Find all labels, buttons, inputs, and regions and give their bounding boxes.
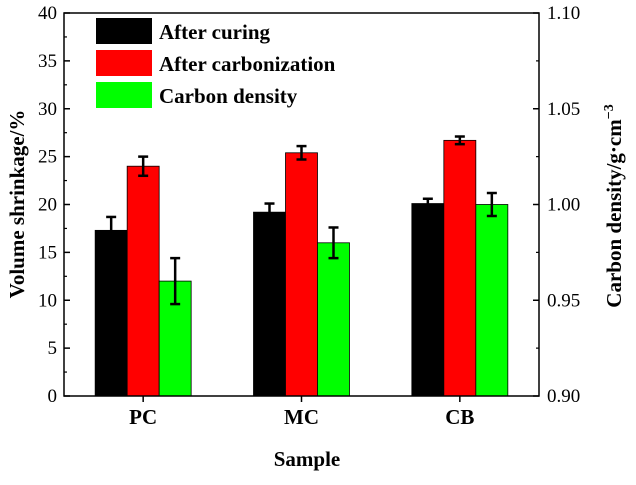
legend-label-after-carbonization: After carbonization bbox=[159, 52, 336, 76]
y-left-tick-label: 30 bbox=[38, 99, 57, 120]
bar-carbon-density-cb bbox=[475, 204, 509, 397]
bars-group bbox=[94, 139, 509, 397]
y-left-tick-label: 20 bbox=[38, 195, 57, 216]
x-tick-label-cb: CB bbox=[445, 405, 474, 429]
legend-label-after-curing: After curing bbox=[159, 20, 270, 44]
x-tick-label-pc: PC bbox=[129, 405, 157, 429]
error-bars-group bbox=[106, 135, 497, 306]
y-left-tick-label: 10 bbox=[38, 290, 57, 311]
y-right-tick-label: 1.00 bbox=[547, 195, 580, 216]
legend-swatch-carbon-density bbox=[96, 82, 152, 108]
bar-carbon-density-mc bbox=[317, 242, 350, 397]
bar-after-curing-pc bbox=[94, 229, 128, 397]
y-left-tick-label: 0 bbox=[48, 386, 58, 407]
y-right-tick-label: 1.05 bbox=[547, 99, 580, 120]
y-right-tick-label: 1.10 bbox=[547, 3, 580, 24]
legend-swatch-after-carbonization bbox=[96, 50, 152, 76]
legend: After curing After carbonization Carbon … bbox=[96, 18, 336, 108]
y-right-tick-label: 0.95 bbox=[547, 290, 580, 311]
legend-swatch-after-curing bbox=[96, 18, 152, 44]
bar-after-curing-cb bbox=[411, 203, 445, 397]
y-axis-right-title: Carbon density/g·cm−3 bbox=[602, 104, 626, 307]
y-left-tick-label: 40 bbox=[38, 3, 57, 24]
y-axis-left-title: Volume shrinkage/% bbox=[5, 110, 29, 299]
legend-label-carbon-density: Carbon density bbox=[159, 84, 298, 108]
category-ticks: PC MC CB bbox=[129, 396, 474, 429]
x-axis-title: Sample bbox=[274, 447, 341, 471]
bar-after-carbonization-cb bbox=[443, 139, 477, 397]
y-axis-right-title-superscript: −3 bbox=[602, 104, 617, 119]
bar-after-carbonization-pc bbox=[126, 165, 160, 397]
y-axis-right-title-text: Carbon density/g·cm bbox=[602, 119, 626, 308]
bar-after-curing-mc bbox=[253, 211, 286, 397]
bar-after-carbonization-mc bbox=[285, 152, 318, 397]
y-right-tick-label: 0.90 bbox=[547, 386, 580, 407]
y-left-tick-label: 25 bbox=[38, 147, 57, 168]
right-axis-ticks: 0.90 0.95 1.00 1.05 1.10 bbox=[533, 3, 580, 407]
y-left-tick-label: 35 bbox=[38, 51, 57, 72]
left-axis-ticks: 0 5 10 15 20 25 30 35 40 bbox=[38, 3, 70, 407]
y-left-tick-label: 5 bbox=[48, 338, 58, 359]
x-tick-label-mc: MC bbox=[284, 405, 319, 429]
y-left-tick-label: 15 bbox=[38, 242, 57, 263]
